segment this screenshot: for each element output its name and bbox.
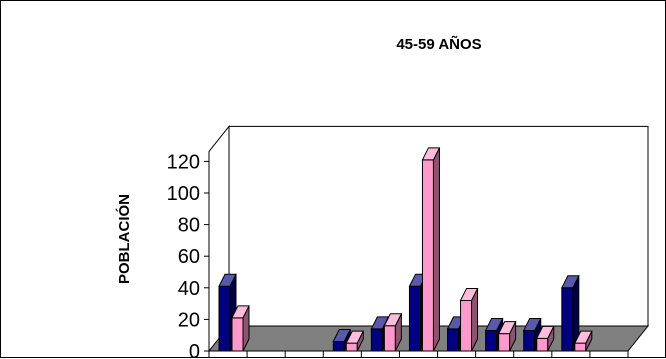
y-tick-label: 100 <box>167 183 200 205</box>
bar-top <box>332 329 352 343</box>
y-tick-label: 60 <box>178 246 200 268</box>
bar <box>345 342 358 352</box>
bar <box>485 329 498 352</box>
chart-bars <box>218 147 593 352</box>
bar-top <box>231 305 250 319</box>
y-tick-label: 0 <box>189 341 200 359</box>
bar <box>460 299 473 352</box>
bar <box>370 328 383 352</box>
bar-top <box>561 275 580 289</box>
bar <box>447 328 460 352</box>
bar-top <box>218 273 237 287</box>
y-axis: 0 20 40 60 80 100 120 <box>167 151 210 359</box>
chart-title: 45-59 AÑOS <box>396 35 481 53</box>
bar-top <box>345 330 365 344</box>
y-tick-label: 20 <box>178 309 200 331</box>
bar <box>231 317 244 352</box>
bar <box>498 333 511 352</box>
bar <box>218 285 231 352</box>
y-tick-label: 40 <box>178 278 200 300</box>
bar-top <box>497 321 517 335</box>
bar <box>536 337 549 352</box>
bar-side <box>432 147 440 352</box>
bar <box>332 341 345 352</box>
y-tick-label: 80 <box>178 215 200 237</box>
bar <box>561 287 574 352</box>
bar-top <box>522 317 542 331</box>
bar <box>523 329 536 352</box>
y-tick-label: 120 <box>167 151 200 173</box>
bar <box>383 325 396 352</box>
y-axis-label: POBLACIÓN <box>115 194 133 284</box>
bar-top <box>535 325 555 339</box>
bar-top <box>383 313 403 327</box>
bar <box>574 342 587 352</box>
bar <box>408 285 421 352</box>
bar-top <box>484 317 504 331</box>
bar-top <box>574 330 593 344</box>
bar-top <box>421 147 441 161</box>
bar <box>421 159 434 352</box>
bar-top <box>459 287 479 301</box>
